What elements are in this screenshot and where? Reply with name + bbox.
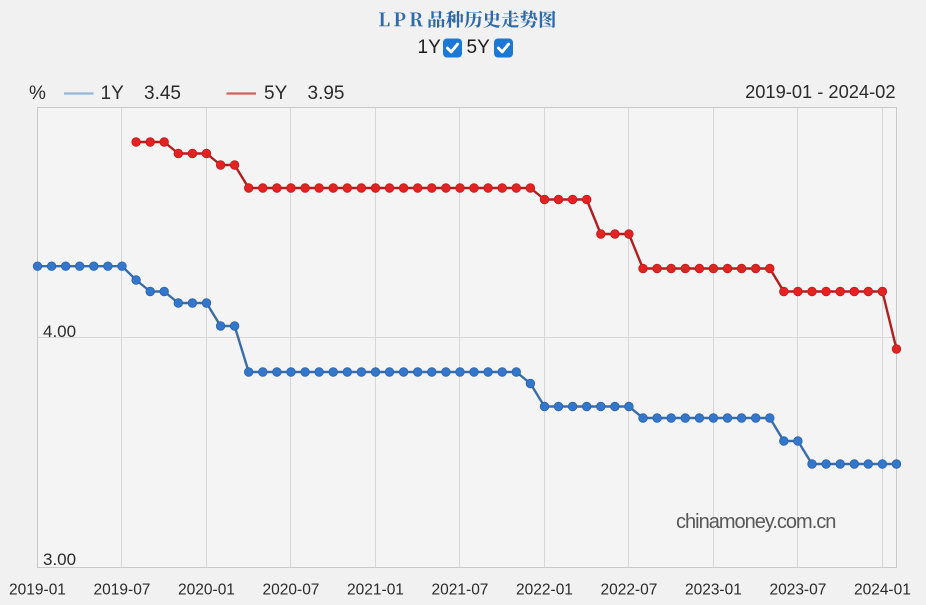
svg-text:2024-01: 2024-01: [854, 582, 911, 599]
svg-text:%: %: [29, 83, 46, 104]
svg-text:2022-07: 2022-07: [600, 582, 657, 599]
svg-text:5Y: 5Y: [264, 83, 288, 104]
svg-text:2019-01 - 2024-02: 2019-01 - 2024-02: [745, 81, 895, 102]
svg-text:2022-01: 2022-01: [516, 582, 573, 599]
svg-text:3.45: 3.45: [144, 83, 181, 104]
svg-text:2023-07: 2023-07: [769, 582, 826, 599]
svg-text:2019-01: 2019-01: [9, 582, 66, 599]
svg-text:4.00: 4.00: [43, 322, 76, 341]
svg-text:2021-01: 2021-01: [347, 582, 404, 599]
svg-text:1Y: 1Y: [101, 83, 125, 104]
svg-text:5Y: 5Y: [467, 37, 491, 58]
svg-text:2021-07: 2021-07: [432, 582, 489, 599]
svg-text:3.00: 3.00: [43, 550, 76, 569]
svg-text:3.95: 3.95: [308, 83, 345, 104]
svg-text:2020-01: 2020-01: [178, 582, 235, 599]
svg-text:1Y: 1Y: [418, 37, 442, 58]
svg-text:2019-07: 2019-07: [94, 582, 151, 599]
svg-text:2020-07: 2020-07: [263, 582, 320, 599]
svg-text:2023-01: 2023-01: [685, 582, 742, 599]
svg-text:chinamoney.com.cn: chinamoney.com.cn: [676, 511, 835, 533]
